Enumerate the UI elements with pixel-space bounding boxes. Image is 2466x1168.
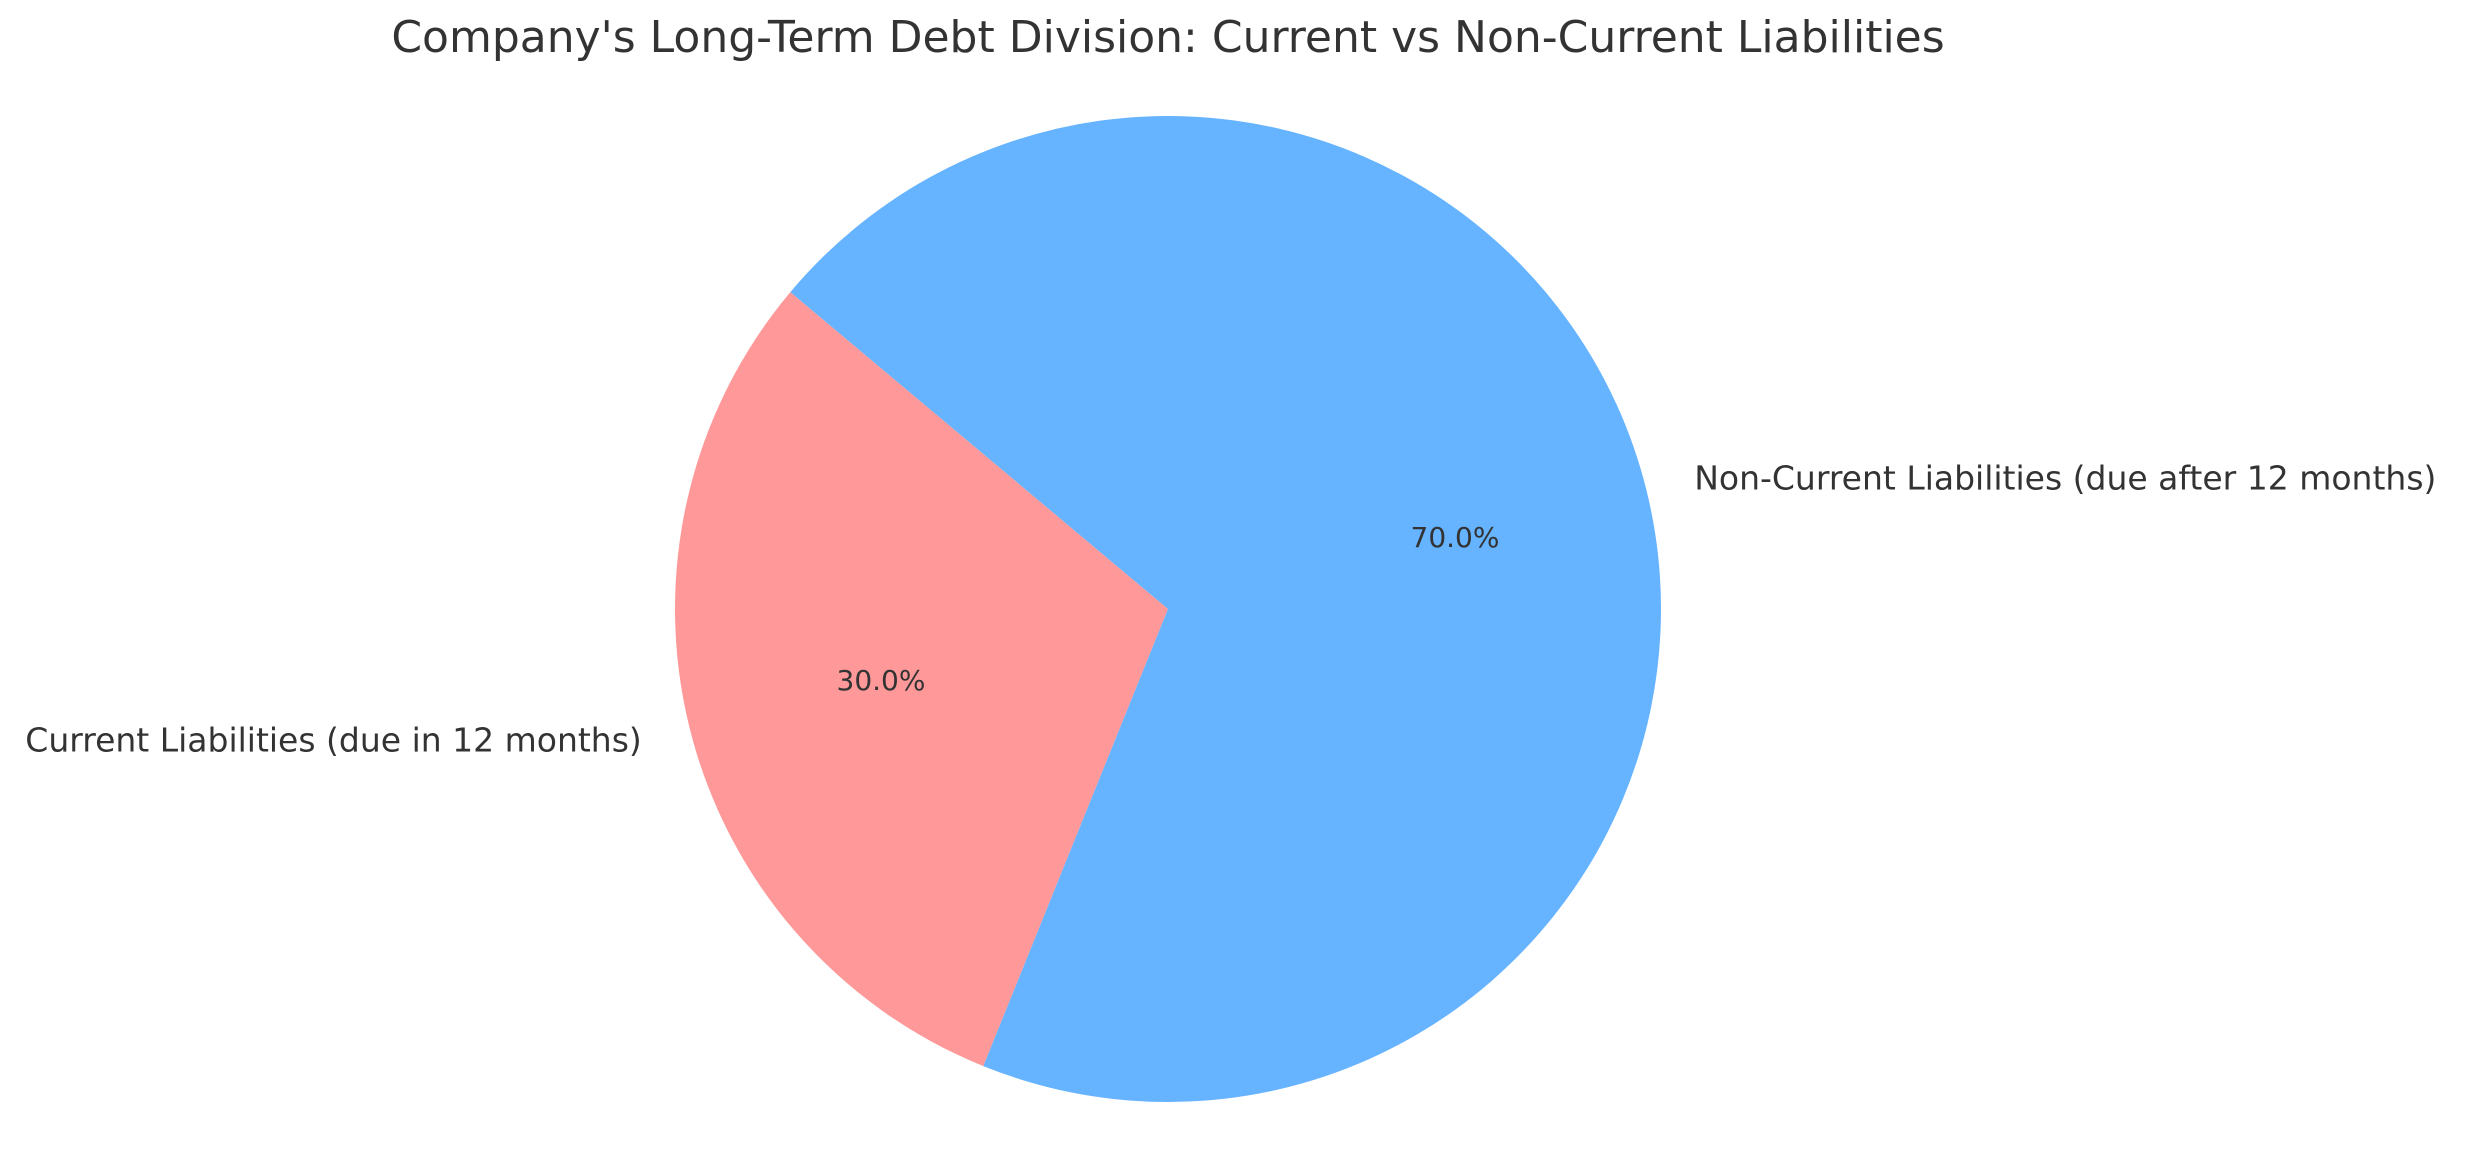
pie-labels: 30.0% Current Liabilities (due in 12 mont… <box>25 458 2436 759</box>
pie-pct-label-1: 70.0% <box>1411 521 1500 554</box>
pie-pct-label-0: 30.0% <box>837 664 926 697</box>
chart-title: Company's Long-Term Debt Division: Curre… <box>391 12 1944 63</box>
pie-category-label-1: Non-Current Liabilities (due after 12 mo… <box>1694 458 2436 497</box>
pie-slice-0 <box>675 292 1168 1067</box>
pie-category-label-0: Current Liabilities (due in 12 months) <box>25 721 642 760</box>
pie-slices <box>675 115 1662 1103</box>
pie-slice-1 <box>790 115 1662 1103</box>
